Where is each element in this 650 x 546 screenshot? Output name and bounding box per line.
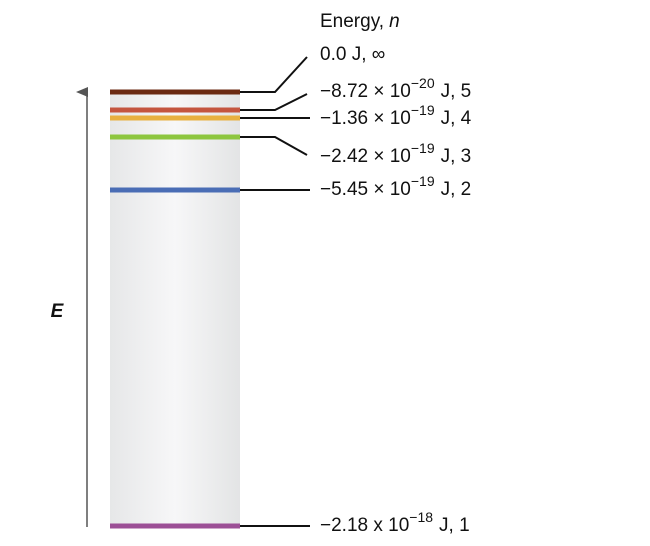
level-label: −1.36 × 10−19 J, 4 <box>320 102 472 129</box>
mantissa: −5.45 × 10 <box>320 179 411 200</box>
header-text: Energy, <box>320 11 384 32</box>
mantissa: −1.36 × 10 <box>320 108 411 129</box>
suffix: J, 2 <box>441 179 472 200</box>
exponent: −20 <box>411 75 435 91</box>
connector <box>240 56 308 93</box>
axis-label: E <box>51 301 65 322</box>
exponent: −19 <box>411 102 435 118</box>
suffix: J, 1 <box>439 515 470 536</box>
exponent: −19 <box>411 173 435 189</box>
mantissa: −2.42 × 10 <box>320 146 411 167</box>
mantissa: −2.18 x 10 <box>320 515 409 536</box>
header-variable: n <box>389 11 400 32</box>
energy-column <box>110 92 240 528</box>
suffix: J, 5 <box>441 81 472 102</box>
exponent: −18 <box>409 509 433 525</box>
level-label: −2.42 × 10−19 J, 3 <box>320 140 471 167</box>
connector <box>240 93 308 111</box>
suffix: J, 3 <box>441 146 472 167</box>
header: Energy, n <box>320 11 400 32</box>
exponent: −19 <box>411 140 435 156</box>
level-label: 0.0 J, ∞ <box>320 44 385 65</box>
mantissa: −8.72 × 10 <box>320 81 411 102</box>
suffix: J, 4 <box>441 108 472 129</box>
level-label: −8.72 × 10−20 J, 5 <box>320 75 471 102</box>
connector <box>240 136 308 156</box>
level-label: −2.18 x 10−18 J, 1 <box>320 509 470 536</box>
level-label: −5.45 × 10−19 J, 2 <box>320 173 471 200</box>
